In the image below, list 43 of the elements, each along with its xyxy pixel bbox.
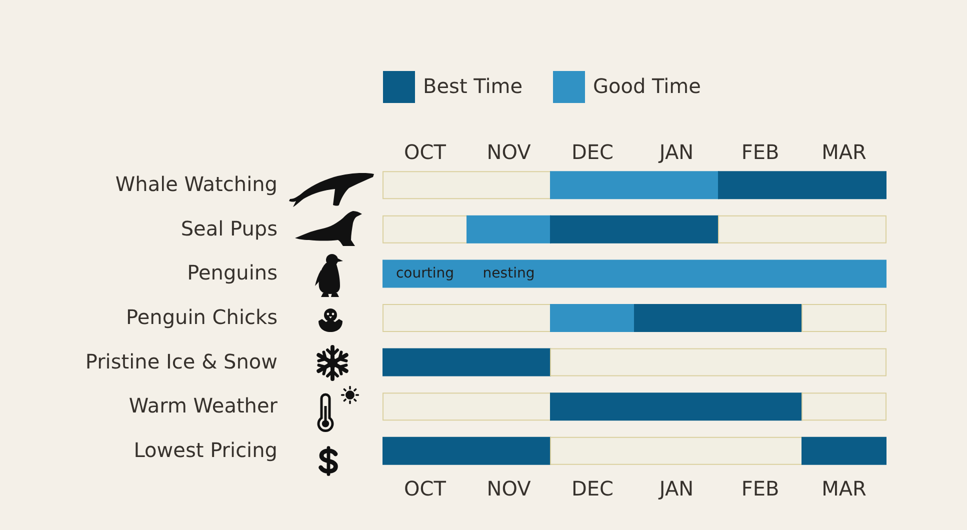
text: FEB [741, 476, 780, 500]
annotation: DEC [571, 140, 614, 164]
annotation: nesting [482, 266, 535, 282]
annotation: FEB [741, 140, 780, 164]
y-tick-label: Warm Weather [128, 394, 278, 418]
bar [550, 392, 802, 421]
bar [550, 171, 719, 200]
y-tick-label: Penguin Chicks [126, 305, 278, 329]
bar [802, 392, 886, 421]
annotation: JAN [657, 140, 694, 164]
y-tick-label: Lowest Pricing [134, 438, 278, 462]
bar [550, 215, 719, 244]
bar [550, 348, 886, 376]
text: JAN [657, 476, 694, 500]
text: DEC [571, 476, 614, 500]
y-tick-label: Pristine Ice & Snow [85, 349, 278, 374]
text: MAR [822, 476, 867, 500]
text: NOV [486, 476, 532, 500]
annotation: NOV [486, 140, 532, 164]
annotation: MAR [822, 140, 867, 164]
annotation: courting [396, 266, 454, 282]
bar [382, 215, 468, 244]
bar [466, 215, 551, 244]
annotation: OCT [404, 140, 447, 164]
y-tick-label: Seal Pups [180, 216, 278, 240]
bar [802, 436, 886, 465]
y-tick-label: Penguins [187, 260, 278, 285]
bar [634, 304, 802, 332]
bar [382, 348, 551, 376]
text: OCT [404, 476, 447, 500]
bar [382, 171, 551, 200]
bar [382, 260, 886, 288]
bar [382, 392, 551, 421]
legend-label: Best Time [423, 74, 523, 98]
bar [382, 304, 551, 332]
y-tick-label: Whale Watching [115, 172, 278, 196]
legend-label: Good Time [593, 74, 701, 98]
bar [382, 436, 551, 465]
bar [550, 304, 635, 332]
bar [718, 171, 886, 200]
bar [802, 304, 886, 332]
bar [550, 436, 802, 465]
bar [718, 215, 886, 244]
